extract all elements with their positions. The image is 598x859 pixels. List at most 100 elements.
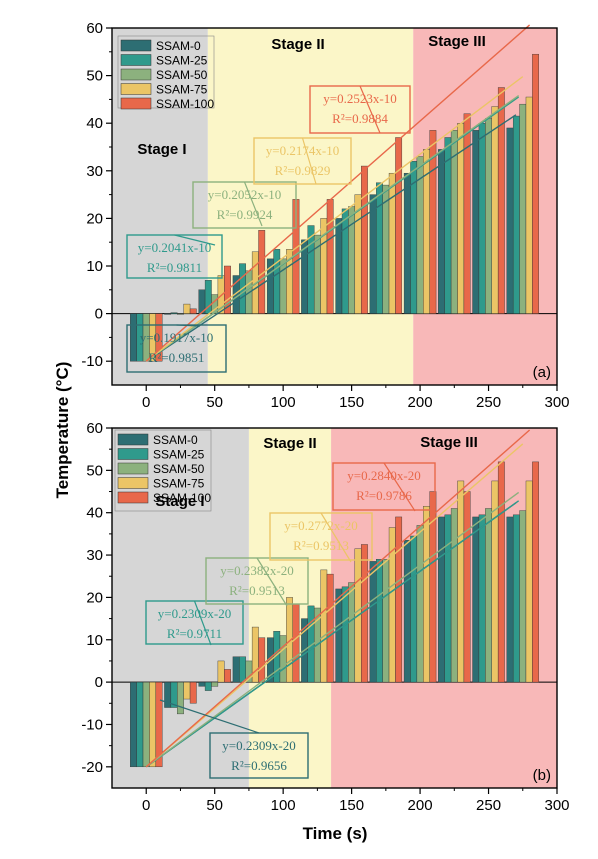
plot-frame bbox=[111, 427, 558, 789]
equation-box bbox=[309, 85, 411, 134]
bar bbox=[532, 461, 539, 683]
legend-label: SSAM-25 bbox=[153, 448, 205, 462]
bar bbox=[485, 118, 492, 314]
bar bbox=[532, 53, 539, 314]
fit-line bbox=[145, 94, 520, 362]
bar bbox=[506, 516, 514, 683]
legend-label: SSAM-75 bbox=[153, 477, 205, 491]
bar bbox=[472, 516, 480, 683]
bar bbox=[142, 681, 150, 768]
bar bbox=[429, 130, 437, 314]
bar bbox=[512, 115, 520, 314]
x-tick-label: 250 bbox=[476, 394, 501, 411]
y-tick-label: 40 bbox=[86, 505, 103, 522]
bar bbox=[444, 137, 452, 314]
bar bbox=[429, 491, 437, 683]
equation-box bbox=[253, 137, 352, 185]
y-tick-label: 50 bbox=[86, 68, 103, 85]
legend-box bbox=[114, 429, 212, 512]
x-tick-label: 0 bbox=[142, 797, 150, 814]
x-axis-label: Time (s) bbox=[303, 824, 368, 843]
bar bbox=[320, 569, 328, 683]
y-tick-label: -20 bbox=[81, 759, 103, 776]
legend-swatch bbox=[117, 491, 149, 504]
equation-leader bbox=[320, 512, 352, 563]
stage-label: Stage I bbox=[155, 493, 204, 510]
equation-box bbox=[205, 557, 309, 605]
bar bbox=[204, 681, 212, 691]
bar bbox=[369, 194, 377, 314]
legend-box bbox=[117, 35, 215, 109]
equation-leader bbox=[256, 557, 288, 607]
y-tick-label: 50 bbox=[86, 462, 103, 479]
fit-r-squared: R²=0.9513 bbox=[229, 583, 285, 598]
equation-leader bbox=[174, 234, 216, 246]
x-tick-label: 250 bbox=[476, 797, 501, 814]
bar bbox=[279, 258, 287, 314]
fit-line bbox=[145, 429, 531, 768]
bar bbox=[183, 681, 191, 700]
bar bbox=[444, 514, 452, 683]
bar bbox=[217, 660, 225, 683]
bar bbox=[382, 559, 390, 683]
bar bbox=[211, 681, 219, 687]
legend-swatch bbox=[117, 433, 149, 446]
y-tick-label: 20 bbox=[86, 589, 103, 606]
bar bbox=[472, 130, 480, 314]
legend-label: SSAM-0 bbox=[153, 433, 198, 447]
fit-equation: y=0.2523x-10 bbox=[323, 91, 396, 106]
bar bbox=[164, 313, 172, 315]
equation-box bbox=[192, 181, 297, 229]
bar bbox=[198, 681, 206, 687]
stage-label: Stage III bbox=[420, 434, 478, 451]
legend-swatch bbox=[117, 462, 149, 475]
bar bbox=[525, 480, 533, 683]
equation-leader bbox=[159, 699, 260, 734]
bar bbox=[457, 480, 465, 683]
bar bbox=[239, 656, 246, 683]
legend-swatch bbox=[120, 97, 152, 110]
bar bbox=[410, 535, 418, 683]
x-tick-label: 50 bbox=[206, 797, 223, 814]
fit-equation: y=0.2840x-20 bbox=[347, 468, 420, 483]
bar bbox=[395, 137, 403, 314]
bar bbox=[438, 516, 445, 683]
fit-r-squared: R²=0.9851 bbox=[149, 350, 205, 365]
x-tick-label: 100 bbox=[271, 797, 296, 814]
x-tick-label: 200 bbox=[408, 394, 433, 411]
legend-label: SSAM-100 bbox=[156, 97, 214, 111]
y-tick-label: -10 bbox=[81, 716, 103, 733]
y-tick-label: 60 bbox=[86, 420, 103, 437]
fit-r-squared: R²=0.9829 bbox=[275, 163, 331, 178]
bar bbox=[136, 681, 144, 768]
bar bbox=[189, 681, 197, 704]
bar bbox=[463, 113, 471, 314]
fit-line bbox=[145, 500, 520, 768]
bar bbox=[273, 249, 281, 314]
y-tick-label: 40 bbox=[86, 115, 103, 132]
bar bbox=[189, 308, 197, 314]
x-tick-label: 300 bbox=[544, 797, 569, 814]
bar bbox=[369, 561, 377, 683]
equation-leader bbox=[383, 462, 416, 512]
bar bbox=[438, 149, 445, 314]
bar bbox=[450, 508, 458, 683]
bar bbox=[130, 313, 137, 362]
y-tick-label: -10 bbox=[81, 353, 103, 370]
bar bbox=[478, 514, 486, 683]
fit-r-squared: R²=0.9513 bbox=[293, 538, 349, 553]
bar bbox=[519, 510, 527, 683]
equation-box bbox=[126, 324, 227, 373]
bar bbox=[478, 122, 486, 314]
bar bbox=[416, 525, 424, 683]
equation-box bbox=[126, 234, 223, 279]
bar bbox=[403, 540, 411, 683]
x-tick-label: 50 bbox=[206, 394, 223, 411]
bar bbox=[395, 516, 403, 683]
stage-label: Stage III bbox=[428, 33, 486, 50]
bar bbox=[155, 681, 163, 768]
legend-label: SSAM-100 bbox=[153, 491, 211, 505]
bar bbox=[485, 508, 492, 683]
y-tick-label: 0 bbox=[95, 674, 103, 691]
